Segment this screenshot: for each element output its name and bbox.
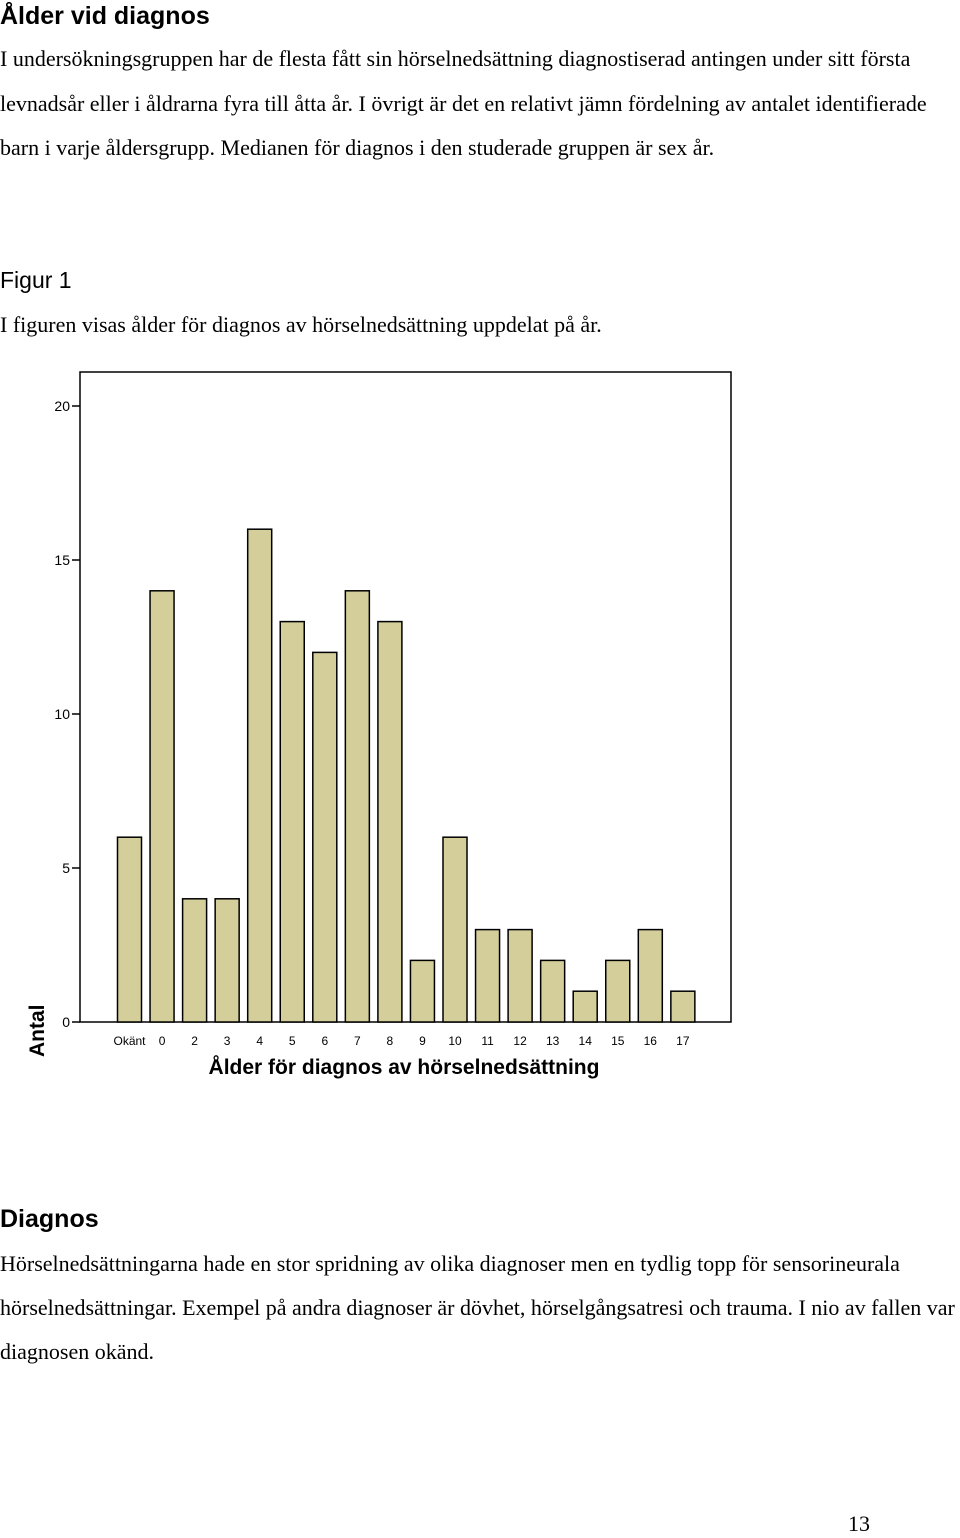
x-axis-label: Ålder för diagnos av hörselnedsättning: [209, 1055, 600, 1079]
y-tick-label: 10: [54, 706, 70, 722]
bar: [442, 836, 468, 1023]
x-tick-label: 9: [419, 1034, 426, 1048]
y-tick-label: 20: [54, 398, 70, 414]
bar: [605, 959, 631, 1023]
section-heading-age-at-diagnosis: Ålder vid diagnos: [0, 2, 210, 30]
x-tick-label: 8: [387, 1034, 394, 1048]
x-tick-label: 14: [579, 1034, 593, 1048]
bar: [377, 620, 403, 1023]
plot-frame: [79, 371, 732, 1023]
paragraph-age-at-diagnosis: I undersökningsgruppen har de flesta fåt…: [0, 46, 927, 160]
x-tick-label: 7: [354, 1034, 361, 1048]
x-axis-tick-labels: Okänt 0 2 3 4 5 6 7 8 9 10 11 12 13 14 15 16 17: [113, 1034, 689, 1048]
x-tick-label: Okänt: [113, 1034, 146, 1048]
x-tick-label: 3: [224, 1034, 231, 1048]
bar: [572, 990, 598, 1023]
bar: [474, 928, 501, 1023]
x-tick-label: 11: [481, 1034, 494, 1048]
x-tick-label: 12: [513, 1034, 527, 1048]
paragraph-diagnosis: Hörselnedsättningarna hade en stor sprid…: [0, 1251, 955, 1364]
section-heading-diagnosis: Diagnos: [0, 1205, 99, 1233]
y-axis: 0 5 10 15 20: [54, 398, 80, 1030]
y-tick-label: 5: [62, 860, 70, 876]
bar: [181, 898, 208, 1023]
bars-group: [116, 528, 696, 1023]
y-tick-label: 15: [54, 552, 70, 568]
bar: [409, 959, 436, 1023]
x-tick-label: 17: [676, 1034, 690, 1048]
x-tick-label: 2: [191, 1034, 198, 1048]
chart-container: 0 5 10 15 20 Okänt 0 2 3 4 5 6 7 8 9 10 11 12 13 14 15 16 17 …: [0, 360, 960, 1100]
bar: [116, 836, 143, 1023]
x-tick-label: 10: [448, 1034, 462, 1048]
bar: [670, 990, 696, 1023]
figure-caption: I figuren visas ålder för diagnos av hör…: [0, 312, 602, 337]
figure-label: Figur 1: [0, 267, 72, 293]
x-tick-label: 15: [611, 1034, 625, 1048]
x-tick-label: 4: [256, 1034, 263, 1048]
bar: [637, 928, 664, 1023]
bar: [507, 928, 533, 1023]
bar: [279, 620, 305, 1023]
bar: [539, 959, 566, 1023]
bar: [344, 590, 371, 1023]
y-axis-label: Antal: [26, 1005, 49, 1058]
bar: [149, 590, 175, 1023]
bar: [214, 898, 240, 1023]
page-number: 13: [848, 1511, 870, 1536]
x-tick-label: 5: [289, 1034, 296, 1048]
x-tick-label: 0: [159, 1034, 166, 1048]
x-tick-label: 6: [321, 1034, 328, 1048]
x-tick-label: 13: [546, 1034, 560, 1048]
x-tick-label: 16: [644, 1034, 658, 1048]
bar: [312, 651, 338, 1023]
y-tick-label: 0: [62, 1014, 70, 1030]
bar: [246, 528, 273, 1023]
